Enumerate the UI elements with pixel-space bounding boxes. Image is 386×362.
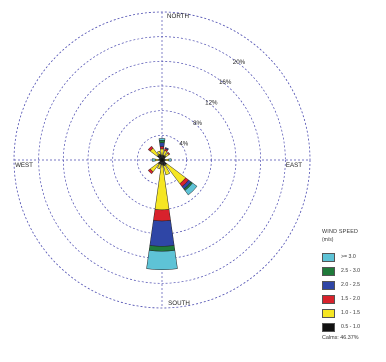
legend-swatch bbox=[322, 252, 335, 262]
legend-swatch bbox=[322, 322, 335, 332]
legend-item: 1.0 - 1.5 bbox=[322, 307, 384, 319]
petal-segment bbox=[165, 158, 170, 162]
petal-segment bbox=[163, 164, 171, 176]
legend: WIND SPEED (m/s) >= 3.0 2.5 - 3.0 2.0 - … bbox=[322, 229, 384, 341]
petal-segment bbox=[160, 148, 164, 156]
petal-segment bbox=[158, 140, 166, 144]
legend-item: 2.0 - 2.5 bbox=[322, 279, 384, 291]
direction-label: NORTH bbox=[167, 13, 189, 20]
legend-item: 2.5 - 3.0 bbox=[322, 265, 384, 277]
petal-segment bbox=[159, 146, 165, 150]
petal-segment bbox=[164, 147, 169, 151]
petal-segment bbox=[153, 209, 171, 222]
wind-petals bbox=[146, 138, 198, 271]
direction-label: EAST bbox=[286, 162, 302, 169]
legend-swatch bbox=[322, 294, 335, 304]
ring-label: 8% bbox=[193, 120, 202, 127]
calms-label: Calms: 46.37% bbox=[322, 335, 359, 341]
petal-segment bbox=[154, 158, 159, 162]
legend-item: 0.5 - 1.0 bbox=[322, 321, 384, 333]
direction-label: WEST bbox=[15, 162, 33, 169]
legend-label: 2.5 - 3.0 bbox=[341, 268, 361, 274]
legend-swatch bbox=[322, 308, 335, 318]
polar-grid bbox=[13, 11, 311, 309]
ring-label: 16% bbox=[219, 79, 232, 86]
legend-label: 1.5 - 2.0 bbox=[341, 296, 361, 302]
petal-segment bbox=[149, 220, 175, 247]
legend-item: >= 3.0 bbox=[322, 251, 384, 263]
legend-title: WIND SPEED bbox=[322, 229, 359, 235]
legend-swatch bbox=[322, 266, 335, 276]
legend-label: 0.5 - 1.0 bbox=[341, 324, 361, 330]
petal-segment bbox=[158, 138, 166, 141]
petal-segment bbox=[147, 145, 154, 152]
petal-segment bbox=[166, 151, 171, 156]
petal-segment bbox=[159, 142, 165, 147]
ring-label: 20% bbox=[233, 59, 246, 66]
legend-label: 1.0 - 1.5 bbox=[341, 310, 361, 316]
petal-segment bbox=[147, 168, 154, 175]
legend-item: 1.5 - 2.0 bbox=[322, 293, 384, 305]
petal-segment bbox=[148, 245, 176, 252]
ring-label: 4% bbox=[179, 141, 188, 148]
legend-units: (m/s) bbox=[322, 237, 334, 243]
direction-label: SOUTH bbox=[168, 300, 190, 307]
petal-segment bbox=[168, 158, 172, 162]
legend-label: 2.0 - 2.5 bbox=[341, 282, 361, 288]
petal-segment bbox=[156, 150, 161, 156]
petal-segment bbox=[151, 158, 156, 162]
petal-segment bbox=[184, 182, 198, 196]
petal-segment bbox=[146, 250, 178, 271]
axis-labels: NORTH EAST SOUTH WEST 4% 8% 12% 16% 20% bbox=[15, 13, 302, 307]
center-dot bbox=[160, 158, 164, 162]
ring-label: 12% bbox=[205, 100, 218, 107]
legend-swatch bbox=[322, 280, 335, 290]
petal-segment bbox=[156, 163, 162, 170]
legend-label: >= 3.0 bbox=[341, 254, 356, 260]
